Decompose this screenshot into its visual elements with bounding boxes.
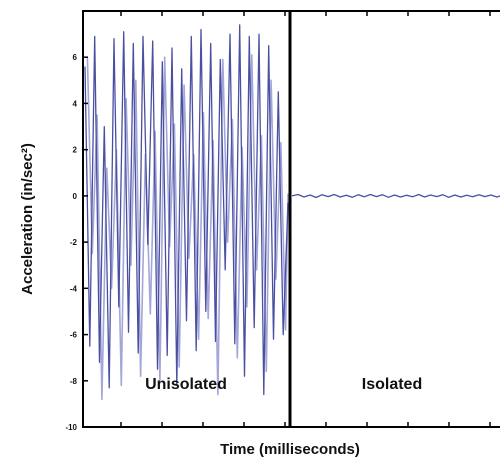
y-tick-label: 2 [73,146,78,155]
y-tick-label: 0 [73,192,78,201]
y-tick-label: -6 [70,331,78,340]
region-label-isolated: Isolated [362,376,422,393]
series-line-unisolated-dark [84,24,289,396]
series-line-isolated-dark [291,193,500,199]
y-tick-label: -4 [70,284,78,293]
series-line-unisolated-light [86,54,289,401]
y-tick-label: 6 [73,53,78,62]
y-tick-label: -2 [70,238,78,247]
y-tick-label: -10 [65,423,77,432]
region-label-unisolated: Unisolated [145,376,227,393]
y-tick-label: -8 [70,377,78,386]
y-tick-label: 4 [73,99,78,108]
series-layer [84,24,500,401]
y-axis-title: Acceleration (in/sec²) [19,143,36,295]
plot-frame [82,10,500,428]
x-axis-title: Time (milliseconds) [220,441,360,458]
